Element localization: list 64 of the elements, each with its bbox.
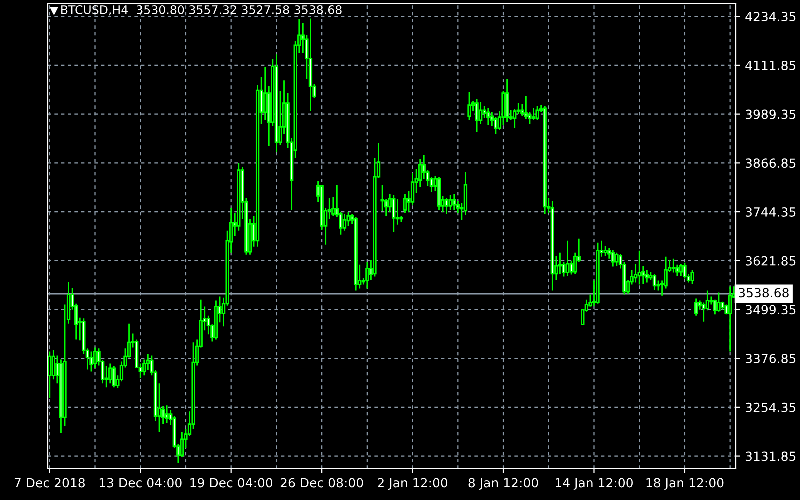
candlestick [652, 273, 657, 291]
candlestick [342, 213, 347, 232]
candlestick [596, 242, 600, 305]
chart-title: BTCUSD,H4 3530.80 3557.32 3527.58 3538.68 [62, 5, 342, 16]
candlestick [638, 250, 642, 286]
candlestick [570, 260, 574, 276]
candlestick [550, 200, 554, 292]
candlestick [165, 404, 169, 424]
x-tick-label: 26 Dec 08:00 [280, 478, 364, 488]
candlestick [308, 18, 313, 112]
x-tick-label: 18 Jan 12:00 [646, 478, 724, 490]
candlestick [611, 249, 615, 268]
candlestick [52, 350, 56, 380]
candlestick [702, 302, 706, 323]
candlestick [264, 66, 268, 122]
x-tick-label: 14 Jan 12:00 [556, 478, 633, 490]
candlestick [90, 351, 94, 372]
y-tick-label: 3131.85 [746, 452, 796, 462]
candlestick [645, 269, 649, 284]
candlestick [468, 92, 472, 122]
candlestick [274, 54, 279, 154]
candlestick [543, 106, 547, 215]
candlestick [346, 211, 350, 227]
candlestick [486, 108, 490, 126]
candlestick [694, 298, 698, 317]
y-tick-label: 3376.85 [746, 354, 796, 364]
candlestick [448, 194, 452, 211]
y-tick-label: 3621.85 [746, 256, 796, 266]
candlestick [366, 261, 370, 290]
candlestick [48, 351, 52, 400]
y-tick-label: 3499.35 [746, 305, 796, 315]
y-tick-label: 3866.85 [746, 158, 796, 168]
candlestick [59, 359, 64, 434]
candlestick [566, 240, 570, 277]
x-tick-label: 19 Dec 04:00 [190, 478, 273, 488]
candlestick [464, 172, 468, 216]
candlestick [728, 286, 732, 352]
candlestick [108, 363, 112, 384]
candlestick [380, 184, 384, 212]
y-tick-label: 3744.35 [746, 208, 796, 217]
y-tick-label: 4234.35 [746, 12, 796, 22]
candlestick [392, 194, 396, 233]
candlestick [452, 194, 456, 211]
y-tick-label: 4111.85 [746, 60, 796, 70]
ref-line-label: 3538.68 [739, 288, 789, 298]
candlestick [214, 300, 218, 340]
candlestick [679, 263, 684, 277]
x-tick-label: 2 Jan 12:00 [378, 478, 448, 490]
candlestick [479, 102, 483, 126]
x-tick-label: 8 Jan 12:00 [468, 478, 538, 490]
candlestick [717, 292, 721, 313]
candlestick [237, 162, 241, 232]
candlestick [332, 196, 336, 217]
x-tick-label: 7 Dec 2018 [14, 478, 85, 488]
candlestick [475, 98, 479, 134]
candlestick [532, 108, 536, 122]
candlestick [505, 78, 510, 124]
candlestick [672, 258, 676, 274]
candlestick [403, 194, 408, 214]
x-tick-label: 13 Dec 04:00 [100, 478, 182, 488]
y-tick-label: 3254.35 [746, 402, 796, 412]
candlestick [146, 354, 150, 372]
y-tick-label: 3989.35 [746, 110, 796, 120]
candlestick [444, 198, 449, 215]
